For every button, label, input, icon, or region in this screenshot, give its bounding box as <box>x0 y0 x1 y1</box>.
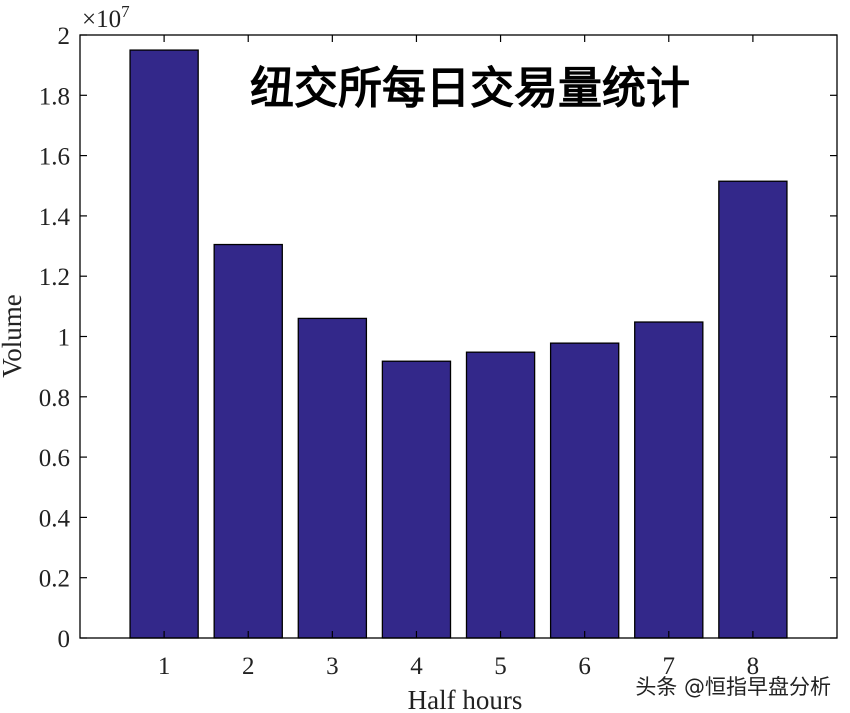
bar-6 <box>549 342 620 639</box>
chart-title: 纽交所每日交易量统计 <box>250 63 690 114</box>
watermark-text: 头条 @恒指早盘分析 <box>635 675 831 699</box>
y-tick-label: 0 <box>58 626 71 653</box>
x-axis-ticks: 1 2 3 4 5 6 7 8 <box>158 35 759 680</box>
bar-7 <box>634 321 704 639</box>
bars-group <box>129 49 788 639</box>
y-tick-label: 1 <box>58 325 71 352</box>
x-axis-label: Half hours <box>408 685 523 713</box>
bar-3 <box>297 317 368 639</box>
x-tick-label: 2 <box>242 653 255 680</box>
x-tick-label: 8 <box>747 653 760 680</box>
plot-area <box>80 35 837 638</box>
y-tick-label: 0.8 <box>39 385 70 412</box>
y-tick-label: 1.8 <box>39 83 70 110</box>
bar-2 <box>213 243 283 639</box>
y-axis-label: Volume <box>0 294 27 378</box>
bar-1 <box>129 49 199 639</box>
y-axis-multiplier: ×107 <box>82 2 130 33</box>
x-tick-label: 5 <box>494 653 507 680</box>
y-tick-label: 0.4 <box>39 505 71 532</box>
x-tick-label: 1 <box>158 653 171 680</box>
y-tick-label: 1.6 <box>39 144 70 171</box>
y-axis-ticks: 0 0.2 0.4 0.6 0.8 1 1.2 1.4 1.6 1.8 2 <box>39 23 837 653</box>
bar-8 <box>718 180 788 639</box>
x-tick-label: 3 <box>326 653 339 680</box>
y-tick-label: 0.2 <box>39 566 70 593</box>
x-tick-label: 7 <box>663 653 676 680</box>
bar-5 <box>465 351 536 639</box>
y-tick-label: 1.4 <box>39 204 71 231</box>
y-tick-label: 0.6 <box>39 445 70 472</box>
x-tick-label: 6 <box>578 653 591 680</box>
y-tick-label: 2 <box>58 23 71 50</box>
x-tick-label: 4 <box>410 653 423 680</box>
bar-4 <box>381 360 452 639</box>
y-tick-label: 1.2 <box>39 264 70 291</box>
